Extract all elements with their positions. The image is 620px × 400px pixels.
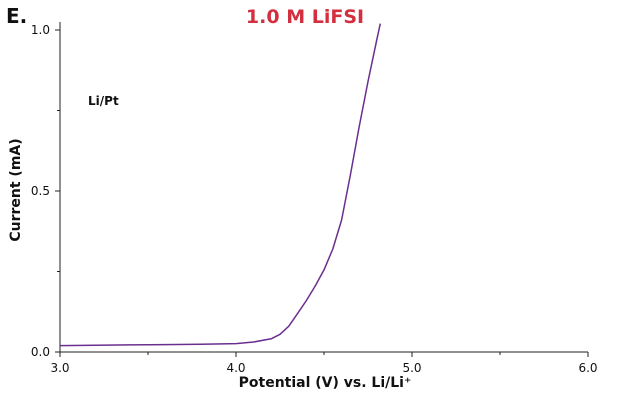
y-tick-label: 1.0 <box>31 23 50 37</box>
chart-title: 1.0 M LiFSI <box>245 6 365 28</box>
y-tick-label: 0.5 <box>31 184 50 198</box>
x-tick-label: 6.0 <box>578 361 597 375</box>
x-tick-label: 4.0 <box>226 361 245 375</box>
x-tick-label: 3.0 <box>50 361 69 375</box>
annotation-li-pt: Li/Pt <box>88 94 119 108</box>
x-axis-label: Potential (V) vs. Li/Li⁺ <box>238 375 412 391</box>
series-line-0 <box>59 23 382 347</box>
panel-label: E. <box>6 4 28 28</box>
x-tick-label: 5.0 <box>402 361 421 375</box>
y-tick-label: 0.0 <box>31 345 50 359</box>
